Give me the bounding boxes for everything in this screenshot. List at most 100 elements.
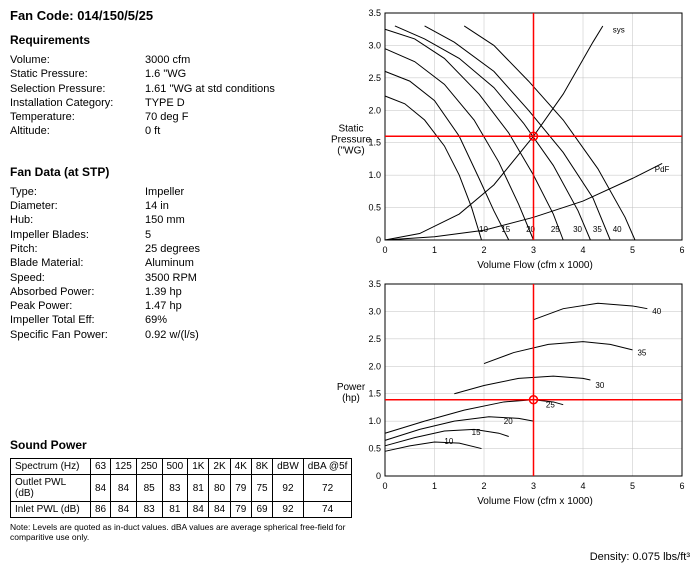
svg-text:6: 6	[679, 481, 684, 491]
kv-row: Type:Impeller	[10, 185, 335, 199]
fandata-list: Type:ImpellerDiameter:14 inHub:150 mmImp…	[10, 185, 335, 342]
fandata-heading: Fan Data (at STP)	[10, 165, 335, 179]
kv-value: 25 degrees	[145, 242, 200, 256]
kv-row: Peak Power:1.47 hp	[10, 299, 335, 313]
kv-key: Type:	[10, 185, 145, 199]
kv-row: Installation Category:TYPE D	[10, 96, 335, 110]
svg-text:0: 0	[376, 471, 381, 481]
svg-text:20: 20	[504, 417, 513, 426]
kv-value: TYPE D	[145, 96, 185, 110]
table-cell: 69	[251, 502, 272, 518]
kv-key: Peak Power:	[10, 299, 145, 313]
svg-text:3: 3	[531, 481, 536, 491]
table-cell: 8K	[251, 459, 272, 475]
table-cell: 75	[251, 475, 272, 502]
kv-key: Diameter:	[10, 199, 145, 213]
svg-text:25: 25	[551, 225, 560, 234]
kv-row: Hub:150 mm	[10, 213, 335, 227]
kv-value: 0.92 w/(l/s)	[145, 328, 199, 342]
svg-text:3.0: 3.0	[368, 40, 381, 50]
kv-key: Selection Pressure:	[10, 82, 145, 96]
table-cell: 85	[136, 475, 162, 502]
svg-text:0: 0	[382, 245, 387, 255]
kv-key: Static Pressure:	[10, 67, 145, 81]
pressure-chart: Static Pressure ("WG) 012345600.51.01.52…	[330, 8, 690, 271]
power-chart-xlabel: Volume Flow (cfm x 1000)	[380, 496, 690, 507]
kv-key: Installation Category:	[10, 96, 145, 110]
table-cell: 250	[136, 459, 162, 475]
kv-row: Impeller Total Eff:69%	[10, 313, 335, 327]
kv-value: 1.6 "WG	[145, 67, 186, 81]
kv-key: Pitch:	[10, 242, 145, 256]
kv-key: Impeller Total Eff:	[10, 313, 145, 327]
power-chart-ylabel: Power (hp)	[326, 382, 376, 404]
kv-value: 1.47 hp	[145, 299, 182, 313]
table-cell: 83	[162, 475, 188, 502]
svg-text:4: 4	[580, 481, 585, 491]
kv-row: Impeller Blades:5	[10, 228, 335, 242]
svg-text:1.0: 1.0	[368, 416, 381, 426]
kv-row: Pitch:25 degrees	[10, 242, 335, 256]
fan-code-value: 014/150/5/25	[77, 8, 153, 23]
kv-value: 150 mm	[145, 213, 185, 227]
kv-row: Static Pressure:1.6 "WG	[10, 67, 335, 81]
kv-value: 0 ft	[145, 124, 160, 138]
kv-value: 5	[145, 228, 151, 242]
fan-code-title: Fan Code: 014/150/5/25	[10, 8, 335, 23]
kv-row: Speed:3500 RPM	[10, 271, 335, 285]
kv-key: Temperature:	[10, 110, 145, 124]
table-cell: 79	[230, 475, 251, 502]
table-cell: 92	[273, 502, 304, 518]
svg-text:0.5: 0.5	[368, 444, 381, 454]
svg-text:40: 40	[652, 307, 661, 316]
kv-value: 14 in	[145, 199, 169, 213]
kv-value: 3000 cfm	[145, 53, 190, 67]
power-chart: Power (hp) 012345600.51.01.52.02.53.03.5…	[330, 279, 690, 507]
sound-note: Note: Levels are quoted as in-duct value…	[10, 522, 390, 542]
kv-key: Volume:	[10, 53, 145, 67]
kv-row: Altitude:0 ft	[10, 124, 335, 138]
table-cell: 84	[111, 475, 137, 502]
svg-text:15: 15	[472, 428, 481, 437]
table-cell: 84	[188, 502, 209, 518]
kv-key: Impeller Blades:	[10, 228, 145, 242]
kv-value: Impeller	[145, 185, 184, 199]
svg-text:3.5: 3.5	[368, 8, 381, 18]
requirements-list: Volume:3000 cfmStatic Pressure:1.6 "WGSe…	[10, 53, 335, 139]
svg-text:35: 35	[593, 225, 602, 234]
table-cell: 84	[111, 502, 137, 518]
svg-text:3.0: 3.0	[368, 306, 381, 316]
svg-text:2.0: 2.0	[368, 361, 381, 371]
kv-row: Blade Material:Aluminum	[10, 256, 335, 270]
svg-text:40: 40	[613, 225, 622, 234]
kv-value: 3500 RPM	[145, 271, 197, 285]
table-cell: 125	[111, 459, 137, 475]
kv-row: Diameter:14 in	[10, 199, 335, 213]
svg-text:6: 6	[679, 245, 684, 255]
svg-text:0: 0	[382, 481, 387, 491]
table-cell: 83	[136, 502, 162, 518]
table-cell: 84	[91, 475, 111, 502]
svg-text:1.0: 1.0	[368, 170, 381, 180]
table-cell: 86	[91, 502, 111, 518]
table-cell: 63	[91, 459, 111, 475]
kv-value: 69%	[145, 313, 167, 327]
table-cell: 79	[230, 502, 251, 518]
svg-text:4: 4	[580, 245, 585, 255]
table-cell: 4K	[230, 459, 251, 475]
table-cell: 2K	[209, 459, 230, 475]
svg-text:2: 2	[481, 245, 486, 255]
kv-value: 1.39 hp	[145, 285, 182, 299]
table-cell: 80	[209, 475, 230, 502]
kv-key: Absorbed Power:	[10, 285, 145, 299]
svg-text:1: 1	[432, 245, 437, 255]
table-cell: 81	[188, 475, 209, 502]
svg-text:PdF: PdF	[655, 165, 670, 174]
svg-text:1: 1	[432, 481, 437, 491]
svg-text:2.5: 2.5	[368, 73, 381, 83]
svg-text:25: 25	[546, 400, 555, 409]
kv-value: 70 deg F	[145, 110, 188, 124]
kv-key: Blade Material:	[10, 256, 145, 270]
svg-text:15: 15	[501, 225, 510, 234]
density-label: Density: 0.075 lbs/ft³	[590, 551, 690, 563]
